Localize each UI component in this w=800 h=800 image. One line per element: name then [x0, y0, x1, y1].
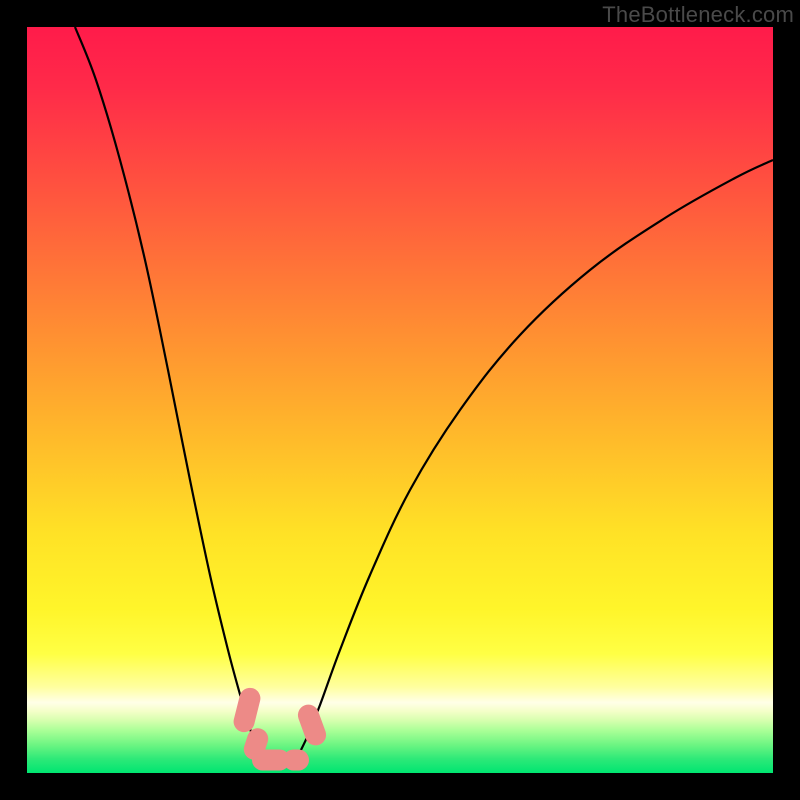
- curve-right-branch: [300, 160, 773, 752]
- valley-markers: [231, 686, 329, 771]
- bottleneck-curve: [75, 27, 773, 752]
- chart-stage: TheBottleneck.com: [0, 0, 800, 800]
- curve-layer: [0, 0, 800, 800]
- valley-marker-0: [231, 686, 262, 735]
- valley-marker-3: [283, 750, 309, 771]
- curve-left-branch: [75, 27, 257, 752]
- valley-marker-4: [295, 702, 329, 749]
- watermark-text: TheBottleneck.com: [602, 2, 794, 28]
